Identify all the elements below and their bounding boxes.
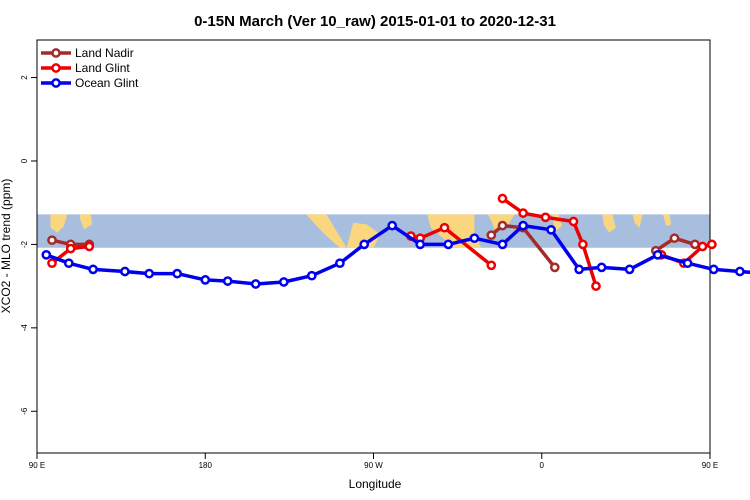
data-point — [144, 268, 155, 279]
legend-label: Land Nadir — [75, 46, 134, 60]
data-point — [47, 258, 57, 269]
land-mass — [79, 214, 93, 230]
data-point — [682, 258, 693, 269]
data-point — [65, 243, 76, 254]
data-point — [172, 268, 183, 279]
chart-title: 0-15N March (Ver 10_raw) 2015-01-01 to 2… — [194, 13, 556, 30]
legend-label: Land Glint — [75, 61, 130, 75]
land-mass — [602, 214, 616, 233]
land-mass — [662, 214, 671, 227]
data-point — [486, 260, 497, 271]
x-tick-label: 90 E — [29, 461, 45, 470]
x-tick-label: 0 — [540, 461, 545, 470]
data-point — [200, 275, 211, 285]
data-point — [574, 264, 584, 275]
x-axis-label: Longitude — [349, 477, 402, 491]
data-point — [497, 193, 508, 204]
data-point — [387, 220, 398, 231]
data-point — [735, 266, 745, 277]
latitude-band — [37, 214, 710, 248]
legend-label: Ocean Glint — [75, 76, 139, 90]
series-ocean-glint — [41, 220, 750, 289]
data-point — [469, 233, 480, 244]
land-mass — [306, 214, 347, 248]
data-point — [250, 279, 261, 289]
data-point — [568, 216, 579, 227]
y-tick-label: -6 — [20, 407, 29, 415]
data-point — [540, 212, 551, 223]
data-point — [443, 239, 454, 250]
data-point — [697, 241, 708, 252]
land-mass — [50, 214, 68, 233]
y-tick-label: -4 — [20, 324, 29, 332]
land-mass — [632, 214, 643, 228]
data-point — [652, 249, 663, 260]
series-land-glint — [47, 193, 717, 291]
data-point — [439, 222, 450, 233]
data-point — [63, 258, 74, 269]
data-point — [518, 208, 528, 218]
data-point — [120, 266, 130, 277]
data-point — [222, 276, 233, 286]
legend-marker — [51, 78, 61, 88]
data-point — [707, 239, 717, 250]
data-point — [278, 277, 289, 287]
data-point — [47, 235, 57, 246]
y-tick-label: -2 — [20, 240, 29, 248]
y-tick-label: 0 — [20, 158, 29, 163]
x-tick-label: 90 W — [364, 461, 383, 470]
data-point — [497, 239, 508, 250]
data-point — [669, 233, 680, 244]
data-point — [596, 262, 607, 273]
data-point — [708, 264, 719, 275]
legend-marker — [51, 63, 61, 73]
legend-marker — [51, 48, 61, 58]
data-point — [546, 224, 556, 235]
data-point — [335, 258, 345, 269]
data-point — [591, 281, 601, 291]
data-point — [88, 264, 98, 275]
data-point — [578, 239, 588, 250]
y-axis: 2 0 -2 -4 -6 — [20, 75, 37, 415]
land-mass — [346, 222, 381, 248]
series-layer — [41, 193, 750, 291]
data-point — [549, 262, 560, 273]
data-point — [624, 264, 635, 275]
data-point — [359, 239, 370, 250]
y-tick-label: 2 — [20, 75, 29, 80]
y-axis-label: XCO2 - MLO trend (ppm) — [0, 179, 13, 314]
data-point — [518, 220, 528, 231]
x-tick-label: 180 — [199, 461, 213, 470]
x-tick-label: 90 E — [702, 461, 718, 470]
x-axis: 90 E 180 90 W 0 90 E — [29, 453, 718, 470]
data-point — [486, 230, 497, 241]
data-point — [41, 249, 52, 260]
data-point — [306, 270, 317, 281]
data-point — [690, 239, 700, 250]
series-line — [490, 223, 557, 269]
data-point — [497, 220, 508, 231]
data-point — [84, 241, 95, 252]
data-point — [415, 239, 426, 250]
